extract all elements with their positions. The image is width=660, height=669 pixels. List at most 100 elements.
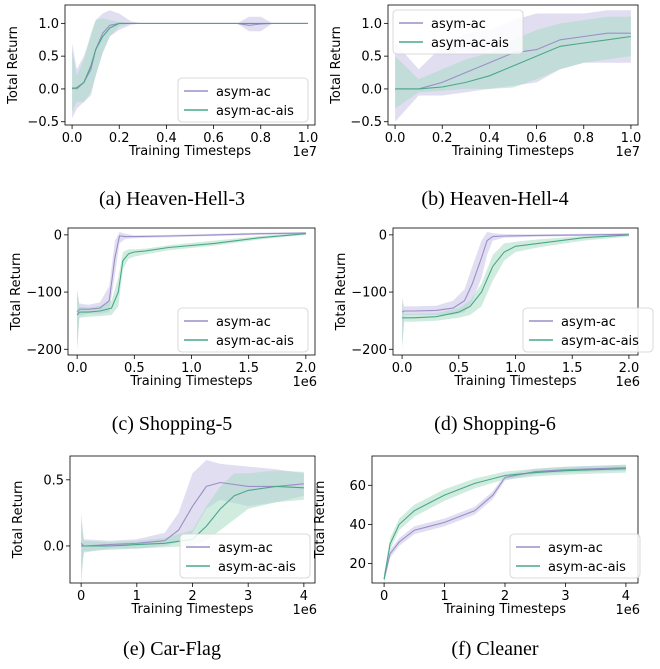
x-tick-label: 3 xyxy=(561,589,569,604)
series-line-asym-ac-ais xyxy=(76,233,306,316)
legend: asym-ac asym-ac-ais xyxy=(177,77,309,123)
x-tick-label: 0.2 xyxy=(432,131,453,146)
legend-label-asym-ac: asym-ac xyxy=(548,541,603,556)
y-tick-label: −100 xyxy=(26,286,62,301)
chart-panel-5: 0 1 2 3 4 0.0 0.5 Training Timesteps Total Retur… xyxy=(11,455,317,618)
x-tick-label: 0.6 xyxy=(203,131,224,146)
legend-box xyxy=(522,307,654,353)
y-axis-label: Total Return xyxy=(6,26,21,105)
x-tick-label: 1.0 xyxy=(505,361,526,376)
chart-panel-4: 0.0 0.5 1.0 1.5 2.0 −200 −100 0 Training Timeste… xyxy=(334,227,654,390)
legend-label-asym-ac: asym-ac xyxy=(216,85,271,100)
legend-box xyxy=(177,77,309,123)
legend-label-asym-ac-ais: asym-ac-ais xyxy=(561,334,639,349)
x-tick-label: 0.4 xyxy=(156,131,177,146)
x-tick-label: 0.0 xyxy=(67,361,88,376)
y-axis-label: Total Return xyxy=(11,481,26,560)
y-tick-label: 0.0 xyxy=(43,539,64,554)
x-tick-label: 1.0 xyxy=(298,131,319,146)
legend-label-asym-ac-ais: asym-ac-ais xyxy=(431,36,509,51)
series-line-asym-ac-ais xyxy=(395,35,631,90)
x-tick-label: 0.5 xyxy=(448,361,469,376)
chart-panel-1: 0.0 0.2 0.4 0.6 0.8 1.0−0.50.00.51.0Training … xyxy=(6,4,319,160)
x-tick-label: 1 xyxy=(133,589,141,604)
series-line-asym-ac xyxy=(80,481,304,547)
legend-label-asym-ac: asym-ac xyxy=(216,315,271,330)
legend: asym-ac asym-ac-ais xyxy=(177,307,309,353)
y-tick-label: 0.0 xyxy=(361,82,382,97)
x-axis-label: Training Timesteps xyxy=(130,602,253,617)
y-tick-label: 0 xyxy=(379,228,387,243)
x-tick-label: 1 xyxy=(440,589,448,604)
legend-label-asym-ac-ais: asym-ac-ais xyxy=(216,104,294,119)
x-multiplier: 1e6 xyxy=(615,603,640,618)
y-tick-label: −200 xyxy=(26,343,62,358)
x-tick-label: 0.0 xyxy=(62,131,83,146)
series-line-asym-ac xyxy=(76,232,306,313)
chart-panel-2: 0.0 0.2 0.4 0.6 0.8 1.0−0.50.00.51.0Training … xyxy=(329,4,642,160)
x-tick-label: 1.5 xyxy=(238,361,259,376)
chart-panel-3: 0.0 0.5 1.0 1.5 2.0 −200 −100 0 Training Timeste… xyxy=(9,227,317,390)
x-tick-label: 3 xyxy=(244,589,252,604)
y-tick-label: −0.5 xyxy=(27,115,59,130)
legend: asym-ac asym-ac-ais xyxy=(509,533,641,579)
y-tick-label: 1.0 xyxy=(361,17,382,32)
series-band-asym-ac-ais xyxy=(72,18,308,112)
x-tick-label: 0.8 xyxy=(573,131,594,146)
y-tick-label: 0.5 xyxy=(43,473,64,488)
x-tick-label: 1.0 xyxy=(621,131,642,146)
x-tick-label: 2 xyxy=(188,589,196,604)
legend-label-asym-ac-ais: asym-ac-ais xyxy=(218,560,296,575)
series-band-asym-ac-ais xyxy=(81,470,304,586)
x-tick-label: 0 xyxy=(380,589,388,604)
x-tick-label: 0.2 xyxy=(109,131,130,146)
x-tick-label: 0.6 xyxy=(526,131,547,146)
legend-label-asym-ac-ais: asym-ac-ais xyxy=(216,334,294,349)
x-multiplier: 1e6 xyxy=(615,375,640,390)
y-tick-label: 0.5 xyxy=(38,50,59,65)
x-multiplier: 1e7 xyxy=(292,145,317,160)
y-axis-label: Total Return xyxy=(329,26,344,105)
series-line-asym-ac-ais xyxy=(383,468,626,580)
x-tick-label: 2.0 xyxy=(296,361,317,376)
series-line-asym-ac xyxy=(401,233,629,313)
legend: asym-ac asym-ac-ais xyxy=(179,533,311,579)
x-multiplier: 1e6 xyxy=(292,375,317,390)
caption-c: (c) Shopping-5 xyxy=(111,413,233,435)
x-tick-label: 4 xyxy=(300,589,308,604)
legend: asym-ac asym-ac-ais xyxy=(522,307,654,353)
y-tick-label: −0.5 xyxy=(350,115,382,130)
legend-box xyxy=(509,533,641,579)
x-axis-label: Training Timesteps xyxy=(129,374,252,389)
caption-b: (b) Heaven-Hell-4 xyxy=(421,188,569,210)
y-tick-label: 0 xyxy=(54,228,62,243)
y-tick-label: 0.0 xyxy=(38,82,59,97)
axes-frame xyxy=(387,4,639,126)
series-line-asym-ac-ais xyxy=(71,22,308,90)
caption-d: (d) Shopping-6 xyxy=(434,413,556,435)
y-tick-label: −100 xyxy=(351,286,387,301)
x-axis-label: Training Timesteps xyxy=(453,374,576,389)
legend-label-asym-ac: asym-ac xyxy=(218,541,273,556)
series-line-asym-ac-ais xyxy=(402,234,629,319)
series-line-asym-ac xyxy=(383,467,626,580)
y-tick-label: 40 xyxy=(349,518,366,533)
y-tick-label: −200 xyxy=(351,343,387,358)
caption-e: (e) Car-Flag xyxy=(123,638,221,660)
x-tick-label: 0.5 xyxy=(124,361,145,376)
y-tick-label: 0.5 xyxy=(361,50,382,65)
x-tick-label: 0.8 xyxy=(250,131,271,146)
axes-frame xyxy=(64,4,316,126)
series-line-asym-ac-ais xyxy=(81,485,304,547)
x-tick-label: 0.4 xyxy=(479,131,500,146)
y-axis-label: Total Return xyxy=(9,253,24,332)
x-multiplier: 1e6 xyxy=(292,603,317,618)
chart-panel-6: 0 1 2 3 4 20 40 60 Training Timesteps Total Retur… xyxy=(313,455,641,618)
series-band-asym-ac xyxy=(384,464,626,583)
legend-box xyxy=(392,9,524,55)
x-tick-label: 2.0 xyxy=(619,361,640,376)
y-tick-label: 1.0 xyxy=(38,17,59,32)
caption-f: (f) Cleaner xyxy=(451,638,539,660)
